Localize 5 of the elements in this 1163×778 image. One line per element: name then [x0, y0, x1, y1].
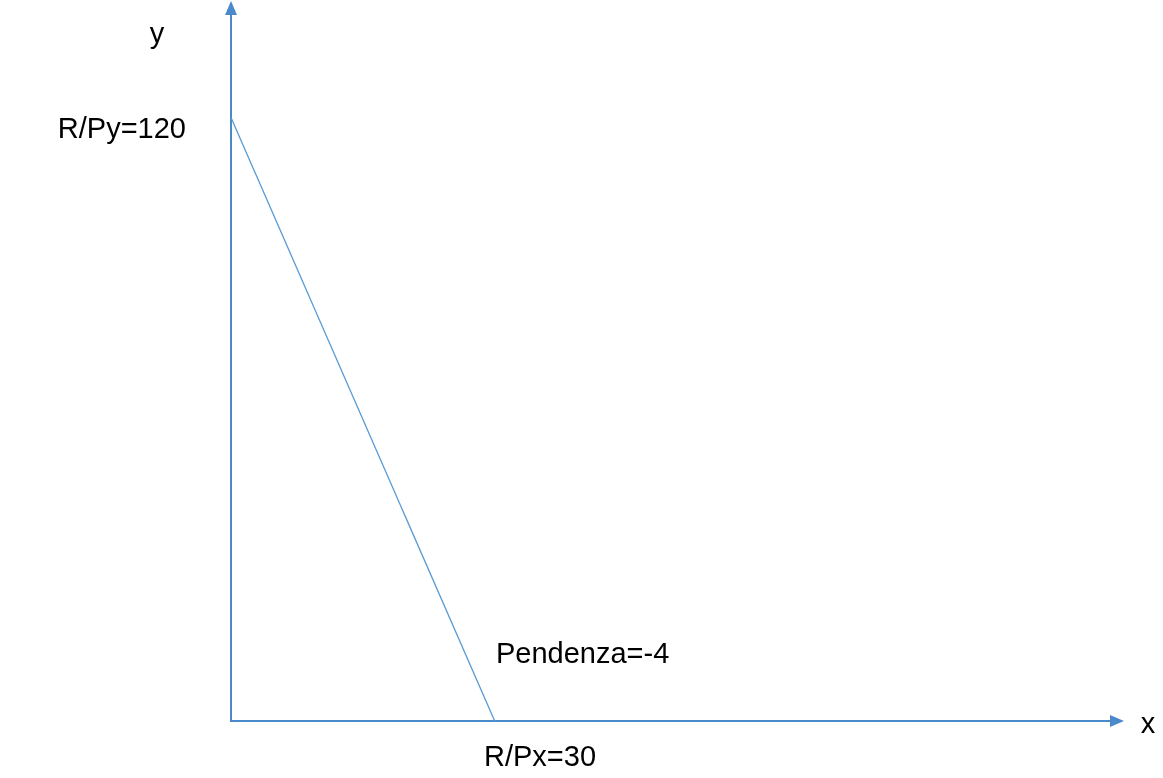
text: R/Px=30	[483, 740, 597, 772]
annotation: Pendenza=-4	[496, 637, 670, 669]
text: y	[149, 17, 165, 49]
text: x	[1140, 707, 1156, 739]
text: R/Py=120	[57, 112, 186, 144]
